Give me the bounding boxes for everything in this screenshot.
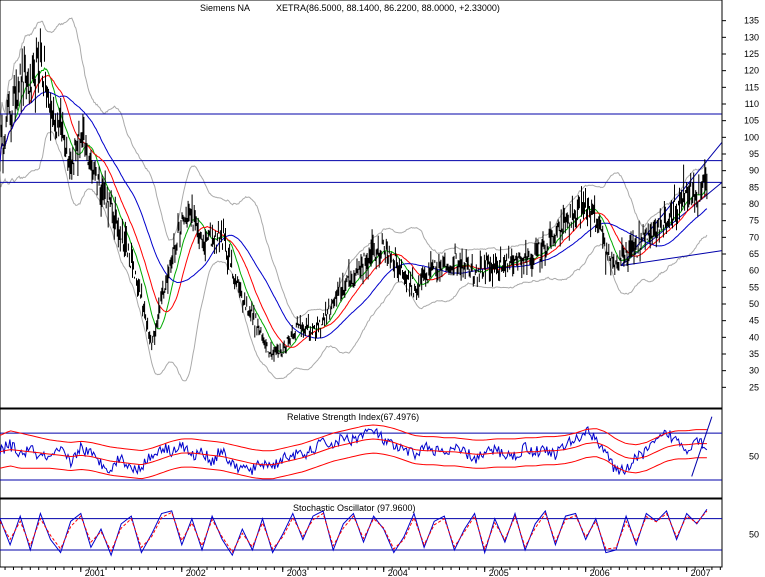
price-tick-label-50: 50 (749, 299, 759, 309)
x-tick-label-2002: 2002 (186, 568, 206, 577)
x-tick-label-2005: 2005 (489, 568, 509, 577)
x-tick-label-2007: 2007 (691, 568, 711, 577)
price-tick-label-70: 70 (749, 232, 759, 242)
price-tick-label-135: 135 (744, 16, 759, 26)
resistance-lines (0, 113, 722, 183)
bollinger-lower (0, 130, 708, 382)
price-tick-label-65: 65 (749, 249, 759, 259)
price-tick-label-120: 120 (744, 66, 759, 76)
price-tick-label-100: 100 (744, 132, 759, 142)
bollinger-bands (0, 17, 708, 382)
x-tick-label-2001: 2001 (85, 568, 105, 577)
rsi-line-2 (0, 424, 707, 452)
rsi-line-1 (0, 438, 707, 466)
price-tick-label-25: 25 (749, 382, 759, 392)
price-tick-label-85: 85 (749, 182, 759, 192)
price-bars (0, 28, 708, 362)
price-tick-label-80: 80 (749, 199, 759, 209)
stochastic-title: Stochastic Oscillator (97.9600) (293, 503, 416, 513)
price-tick-label-35: 35 (749, 349, 759, 359)
price-tick-label-55: 55 (749, 282, 759, 292)
rsi-line-0 (0, 425, 708, 476)
price-tick-label-40: 40 (749, 332, 759, 342)
rsi-panel-frame (0, 408, 723, 499)
rsi-panel: 50 Relative Strength Index(67.4976) (0, 408, 759, 499)
price-tick-label-110: 110 (745, 99, 759, 109)
price-tick-label-115: 115 (745, 82, 759, 92)
rsi-y-axis: 50 (749, 452, 759, 462)
trend-line-2 (620, 250, 723, 267)
price-tick-label-90: 90 (749, 166, 759, 176)
ohlc-bars (0, 28, 708, 362)
x-tick-label-2006: 2006 (590, 568, 610, 577)
price-tick-label-130: 130 (744, 32, 759, 42)
chart-title: Siemens NA (200, 3, 250, 13)
price-tick-label-105: 105 (744, 116, 759, 126)
stochastic-y-axis: 50 (749, 529, 759, 539)
price-tick-label-95: 95 (749, 149, 759, 159)
price-panel: 25 30 35 40 45 50 55 60 65 70 75 80 85 90 95 100 105 110 1… (0, 0, 759, 409)
stochastic-line-1 (0, 510, 708, 554)
rsi-series (0, 416, 713, 480)
x-tick-label-2003: 2003 (287, 568, 307, 577)
stochastic-series (0, 509, 708, 557)
price-tick-label-45: 45 (749, 316, 759, 326)
rsi-title: Relative Strength Index(67.4976) (287, 412, 419, 422)
price-tick-label-60: 60 (749, 266, 759, 276)
moving-average-2 (0, 91, 708, 339)
bollinger-upper (0, 17, 707, 320)
chart-subtitle: XETRA(86.5000, 88.1400, 86.2200, 88.0000… (276, 3, 500, 13)
rsi-trend-line-0 (691, 416, 713, 477)
price-tick-label-75: 75 (749, 216, 759, 226)
price-tick-label-30: 30 (749, 366, 759, 376)
x-axis: 2001 2002 2003 2004 2005 2006 2007 (0, 566, 722, 577)
price-tick-label-125: 125 (744, 49, 759, 59)
x-tick-label-2004: 2004 (388, 568, 408, 577)
rsi-line-3 (0, 452, 707, 480)
stochastic-tick-label-50: 50 (749, 529, 759, 539)
rsi-tick-label-50: 50 (749, 452, 759, 462)
stochastic-threshold-lines (0, 518, 722, 551)
price-y-axis: 25 30 35 40 45 50 55 60 65 70 75 80 85 90 95 100 105 110 1… (721, 0, 759, 408)
